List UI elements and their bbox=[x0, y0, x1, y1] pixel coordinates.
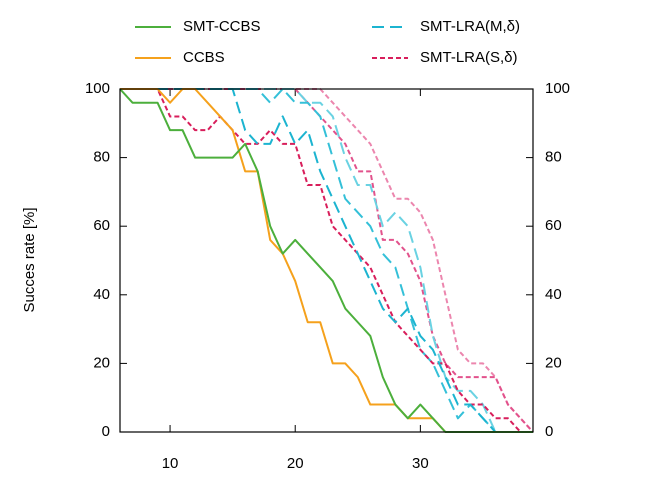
series-line bbox=[120, 88, 533, 433]
legend-label: SMT-LRA(S,δ) bbox=[420, 49, 518, 66]
series-line bbox=[120, 88, 533, 433]
y-tick-label: 100 bbox=[85, 80, 110, 97]
series-line bbox=[120, 88, 534, 433]
y2-tick-label: 20 bbox=[545, 354, 562, 371]
series-line bbox=[120, 88, 534, 433]
series-line bbox=[120, 88, 533, 433]
plot-frame bbox=[119, 88, 534, 433]
series-line bbox=[120, 88, 533, 433]
y-tick-label: 80 bbox=[93, 149, 110, 166]
y-tick-label: 20 bbox=[93, 354, 110, 371]
x-tick-label: 10 bbox=[162, 455, 179, 472]
y2-tick-label: 40 bbox=[545, 286, 562, 303]
y2-tick-label: 100 bbox=[545, 80, 570, 97]
legend-label: SMT-LRA(M,δ) bbox=[420, 18, 520, 35]
series-line bbox=[120, 88, 533, 433]
y2-tick-label: 0 bbox=[545, 423, 553, 440]
y-tick-label: 0 bbox=[102, 423, 110, 440]
legend-label: SMT-CCBS bbox=[183, 18, 261, 35]
y-tick-label: 40 bbox=[93, 286, 110, 303]
y-axis-label: Succes rate [%] bbox=[21, 207, 38, 312]
x-tick-label: 30 bbox=[412, 455, 429, 472]
legend-label: CCBS bbox=[183, 49, 225, 66]
y2-tick-label: 80 bbox=[545, 149, 562, 166]
x-tick-label: 20 bbox=[287, 455, 304, 472]
y-tick-label: 60 bbox=[93, 217, 110, 234]
series-line bbox=[119, 88, 533, 433]
y2-tick-label: 60 bbox=[545, 217, 562, 234]
